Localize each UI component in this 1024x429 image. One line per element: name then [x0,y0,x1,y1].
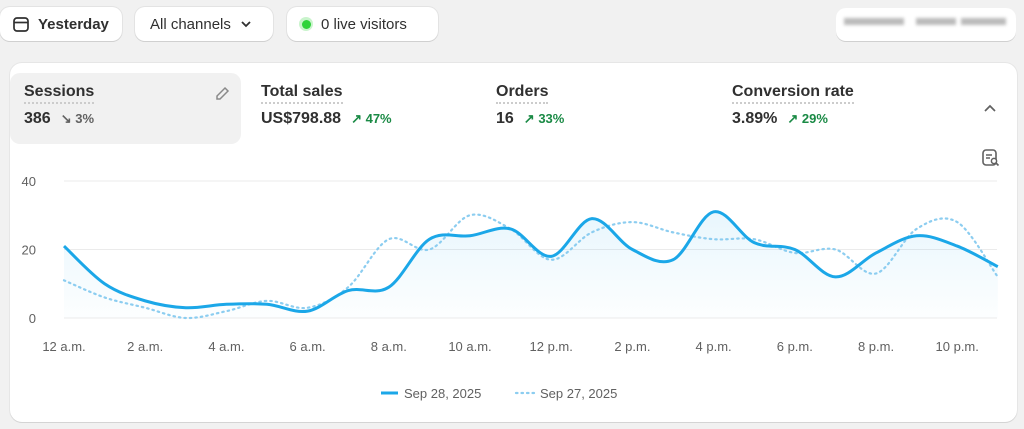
metric-orders[interactable]: Orders 16 ↗ 33% [482,73,702,144]
metric-conversion-rate[interactable]: Conversion rate 3.89% ↗ 29% [718,73,938,144]
metric-value: 386 [24,110,51,127]
channel-select[interactable]: All channels [135,7,273,41]
date-range-button[interactable]: Yesterday [0,7,122,41]
arrow-up-right-icon: ↗ [351,111,362,126]
analytics-card: Sessions 386 ↘ 3% Total sales US$798.88 ↗ … [10,63,1017,422]
channel-label: All channels [150,15,231,33]
live-status-dot-icon [299,17,313,31]
metric-value: US$798.88 [261,110,342,127]
chevron-up-icon[interactable] [981,100,999,118]
metric-title: Sessions [24,83,95,104]
live-visitors-button[interactable]: 0 live visitors [287,7,438,41]
metric-total-sales[interactable]: Total sales US$798.88 ↗ 47% [247,73,467,144]
calendar-icon [13,17,29,32]
chart-search-icon[interactable] [981,148,1001,168]
date-range-label: Yesterday [38,15,109,33]
pencil-icon[interactable] [213,85,231,103]
redacted-button[interactable] [836,8,1016,41]
metric-change: 47% [365,111,392,126]
metric-value: 16 [496,110,514,127]
arrow-up-right-icon: ↗ [787,111,799,126]
metric-change: 29% [801,111,828,126]
metric-title: Total sales [261,83,343,104]
metric-change: 33% [538,111,565,126]
metric-sessions[interactable]: Sessions 386 ↘ 3% [10,73,241,144]
live-visitors-label: 0 live visitors [321,15,407,33]
metric-title: Conversion rate [732,83,854,104]
metric-title: Orders [496,83,549,104]
metric-value: 3.89% [732,110,778,127]
arrow-up-right-icon: ↗ [523,111,535,126]
metric-change: 3% [75,111,95,126]
chevron-down-icon [241,21,251,28]
arrow-down-right-icon: ↘ [60,111,72,126]
